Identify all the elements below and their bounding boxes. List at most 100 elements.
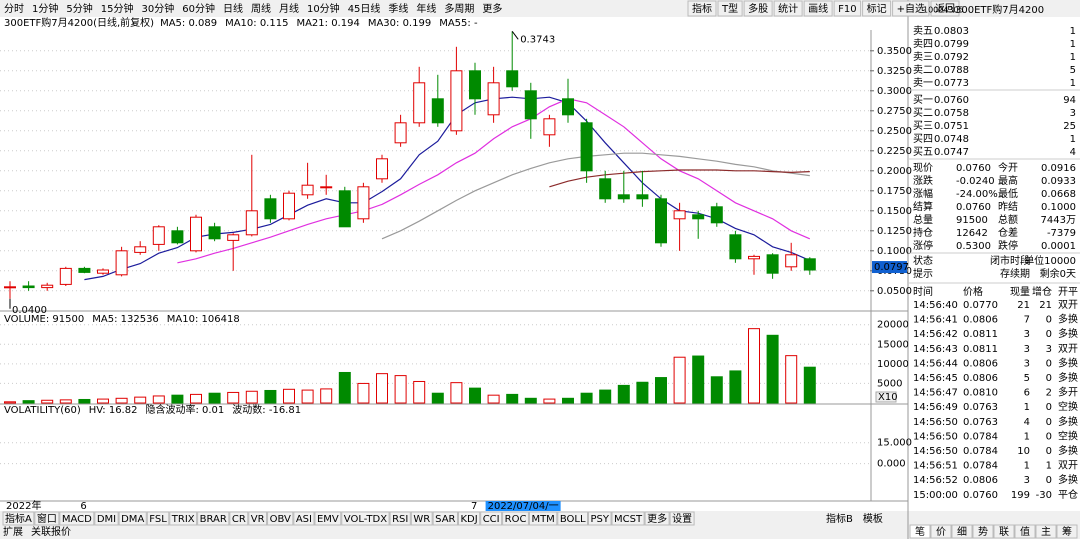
tool-button[interactable] <box>892 0 930 17</box>
panel-tab-label[interactable]: 主 <box>1041 526 1051 538</box>
extra-button[interactable]: 关联报价 <box>31 525 71 538</box>
indicator-label[interactable]: 更多 <box>647 512 667 525</box>
indicator-label[interactable]: 指标A <box>5 512 32 525</box>
panel-tab-label[interactable]: 筹 <box>1062 525 1072 538</box>
indicator-label[interactable]: CCI <box>483 514 500 525</box>
panel-tab[interactable] <box>1056 524 1078 539</box>
indicator-button[interactable] <box>644 511 670 526</box>
indicator-label[interactable]: EMV <box>317 514 339 525</box>
panel-tab[interactable] <box>951 524 973 539</box>
indicator-button[interactable] <box>410 511 433 526</box>
indicator-button[interactable] <box>94 511 119 526</box>
indicator-label[interactable]: ASI <box>296 514 312 525</box>
indicator-label[interactable]: FSL <box>149 514 167 525</box>
period-tab[interactable]: 更多 <box>482 2 502 15</box>
tool-label[interactable]: 返回 <box>935 3 955 15</box>
indicator-label[interactable]: 模板 <box>863 512 883 525</box>
indicator-button[interactable] <box>528 511 558 526</box>
indicator-label[interactable]: WR <box>413 514 430 525</box>
indicator-button[interactable] <box>34 511 60 526</box>
panel-tab[interactable] <box>993 524 1015 539</box>
period-tab[interactable]: 45日线 <box>348 2 381 15</box>
panel-tab-label[interactable]: 联 <box>999 526 1009 538</box>
indicator-label[interactable]: TRIX <box>171 514 195 525</box>
tool-button[interactable] <box>773 0 803 17</box>
indicator-label[interactable]: RSI <box>392 514 408 525</box>
period-tab[interactable]: 日线 <box>223 2 243 15</box>
panel-tab[interactable] <box>1035 524 1057 539</box>
period-tab[interactable]: 季线 <box>388 2 408 15</box>
indicator-label[interactable]: 指标B <box>826 512 853 525</box>
panel-tab[interactable] <box>972 524 994 539</box>
indicator-label[interactable]: DMA <box>121 514 144 525</box>
panel-tab[interactable] <box>930 524 952 539</box>
period-tab[interactable]: 多周期 <box>444 2 474 15</box>
indicator-label[interactable]: VR <box>251 514 265 525</box>
indicator-button[interactable] <box>2 511 35 526</box>
panel-tab[interactable] <box>909 524 931 539</box>
indicator-button[interactable] <box>432 511 458 526</box>
indicator-button[interactable] <box>341 511 390 526</box>
indicator-label[interactable]: VOL-TDX <box>344 514 387 525</box>
indicator-button[interactable] <box>293 511 315 526</box>
indicator-button[interactable] <box>389 511 411 526</box>
period-tab[interactable]: 1分钟 <box>32 2 58 15</box>
panel-tab-label[interactable]: 势 <box>978 525 988 538</box>
tool-button[interactable] <box>687 0 717 17</box>
indicator-label[interactable]: BOLL <box>560 514 586 525</box>
indicator-label[interactable]: PSY <box>591 514 610 525</box>
indicator-label[interactable]: CR <box>232 514 246 525</box>
tool-button[interactable] <box>717 0 743 17</box>
indicator-button[interactable] <box>146 511 170 526</box>
indicator-button[interactable] <box>229 511 249 526</box>
indicator-button[interactable] <box>480 511 503 526</box>
indicator-button[interactable] <box>169 511 198 526</box>
period-tab[interactable]: 15分钟 <box>101 2 134 15</box>
period-tab[interactable]: 10分钟 <box>307 2 340 15</box>
tool-label[interactable]: 指标 <box>692 2 712 15</box>
indicator-button[interactable] <box>314 511 342 526</box>
tool-button[interactable] <box>743 0 773 17</box>
tool-button[interactable] <box>862 0 892 17</box>
panel-tab-label[interactable]: 细 <box>957 525 967 538</box>
indicator-button[interactable] <box>59 511 95 526</box>
indicator-label[interactable]: DMI <box>97 514 116 525</box>
panel-tab-label[interactable]: 值 <box>1020 525 1030 538</box>
indicator-label[interactable]: MCST <box>614 514 643 525</box>
tool-label[interactable]: 统计 <box>778 2 798 15</box>
period-tab[interactable]: 月线 <box>279 2 299 15</box>
extra-button[interactable]: 扩展 <box>3 525 23 538</box>
tool-label[interactable]: 标记 <box>867 3 887 15</box>
panel-tab-label[interactable]: 笔 <box>915 525 925 538</box>
panel-tab[interactable] <box>1014 524 1036 539</box>
indicator-button[interactable] <box>669 511 695 526</box>
indicator-label[interactable]: KDJ <box>460 514 477 525</box>
tool-label[interactable]: T型 <box>721 2 738 15</box>
tool-label[interactable]: 画线 <box>808 2 828 15</box>
indicator-label[interactable]: BRAR <box>200 514 227 525</box>
tool-label[interactable]: F10 <box>838 4 856 15</box>
panel-tab-label[interactable]: 价 <box>936 526 946 538</box>
tool-button[interactable] <box>833 0 862 17</box>
period-tab[interactable]: 周线 <box>251 2 271 15</box>
tool-label[interactable]: 多股 <box>748 2 768 15</box>
indicator-label[interactable]: SAR <box>435 514 455 525</box>
indicator-button[interactable] <box>502 511 529 526</box>
indicator-button[interactable] <box>248 511 268 526</box>
indicator-label[interactable]: ROC <box>505 514 527 525</box>
tool-button[interactable] <box>930 0 960 17</box>
indicator-button[interactable] <box>557 511 589 526</box>
indicator-button[interactable] <box>197 511 230 526</box>
indicator-button[interactable] <box>588 511 612 526</box>
indicator-label[interactable]: MACD <box>62 514 92 525</box>
indicator-label[interactable]: OBV <box>270 514 291 525</box>
indicator-label[interactable]: 设置 <box>672 513 692 525</box>
period-tab[interactable]: 60分钟 <box>182 2 215 15</box>
indicator-button[interactable] <box>267 511 294 526</box>
indicator-button[interactable] <box>118 511 147 526</box>
period-tab[interactable]: 30分钟 <box>141 2 174 15</box>
indicator-label[interactable]: MTM <box>531 514 554 525</box>
period-tab[interactable]: 年线 <box>416 2 436 15</box>
period-tab[interactable]: 5分钟 <box>66 2 92 15</box>
indicator-label[interactable]: 窗口 <box>37 512 57 525</box>
